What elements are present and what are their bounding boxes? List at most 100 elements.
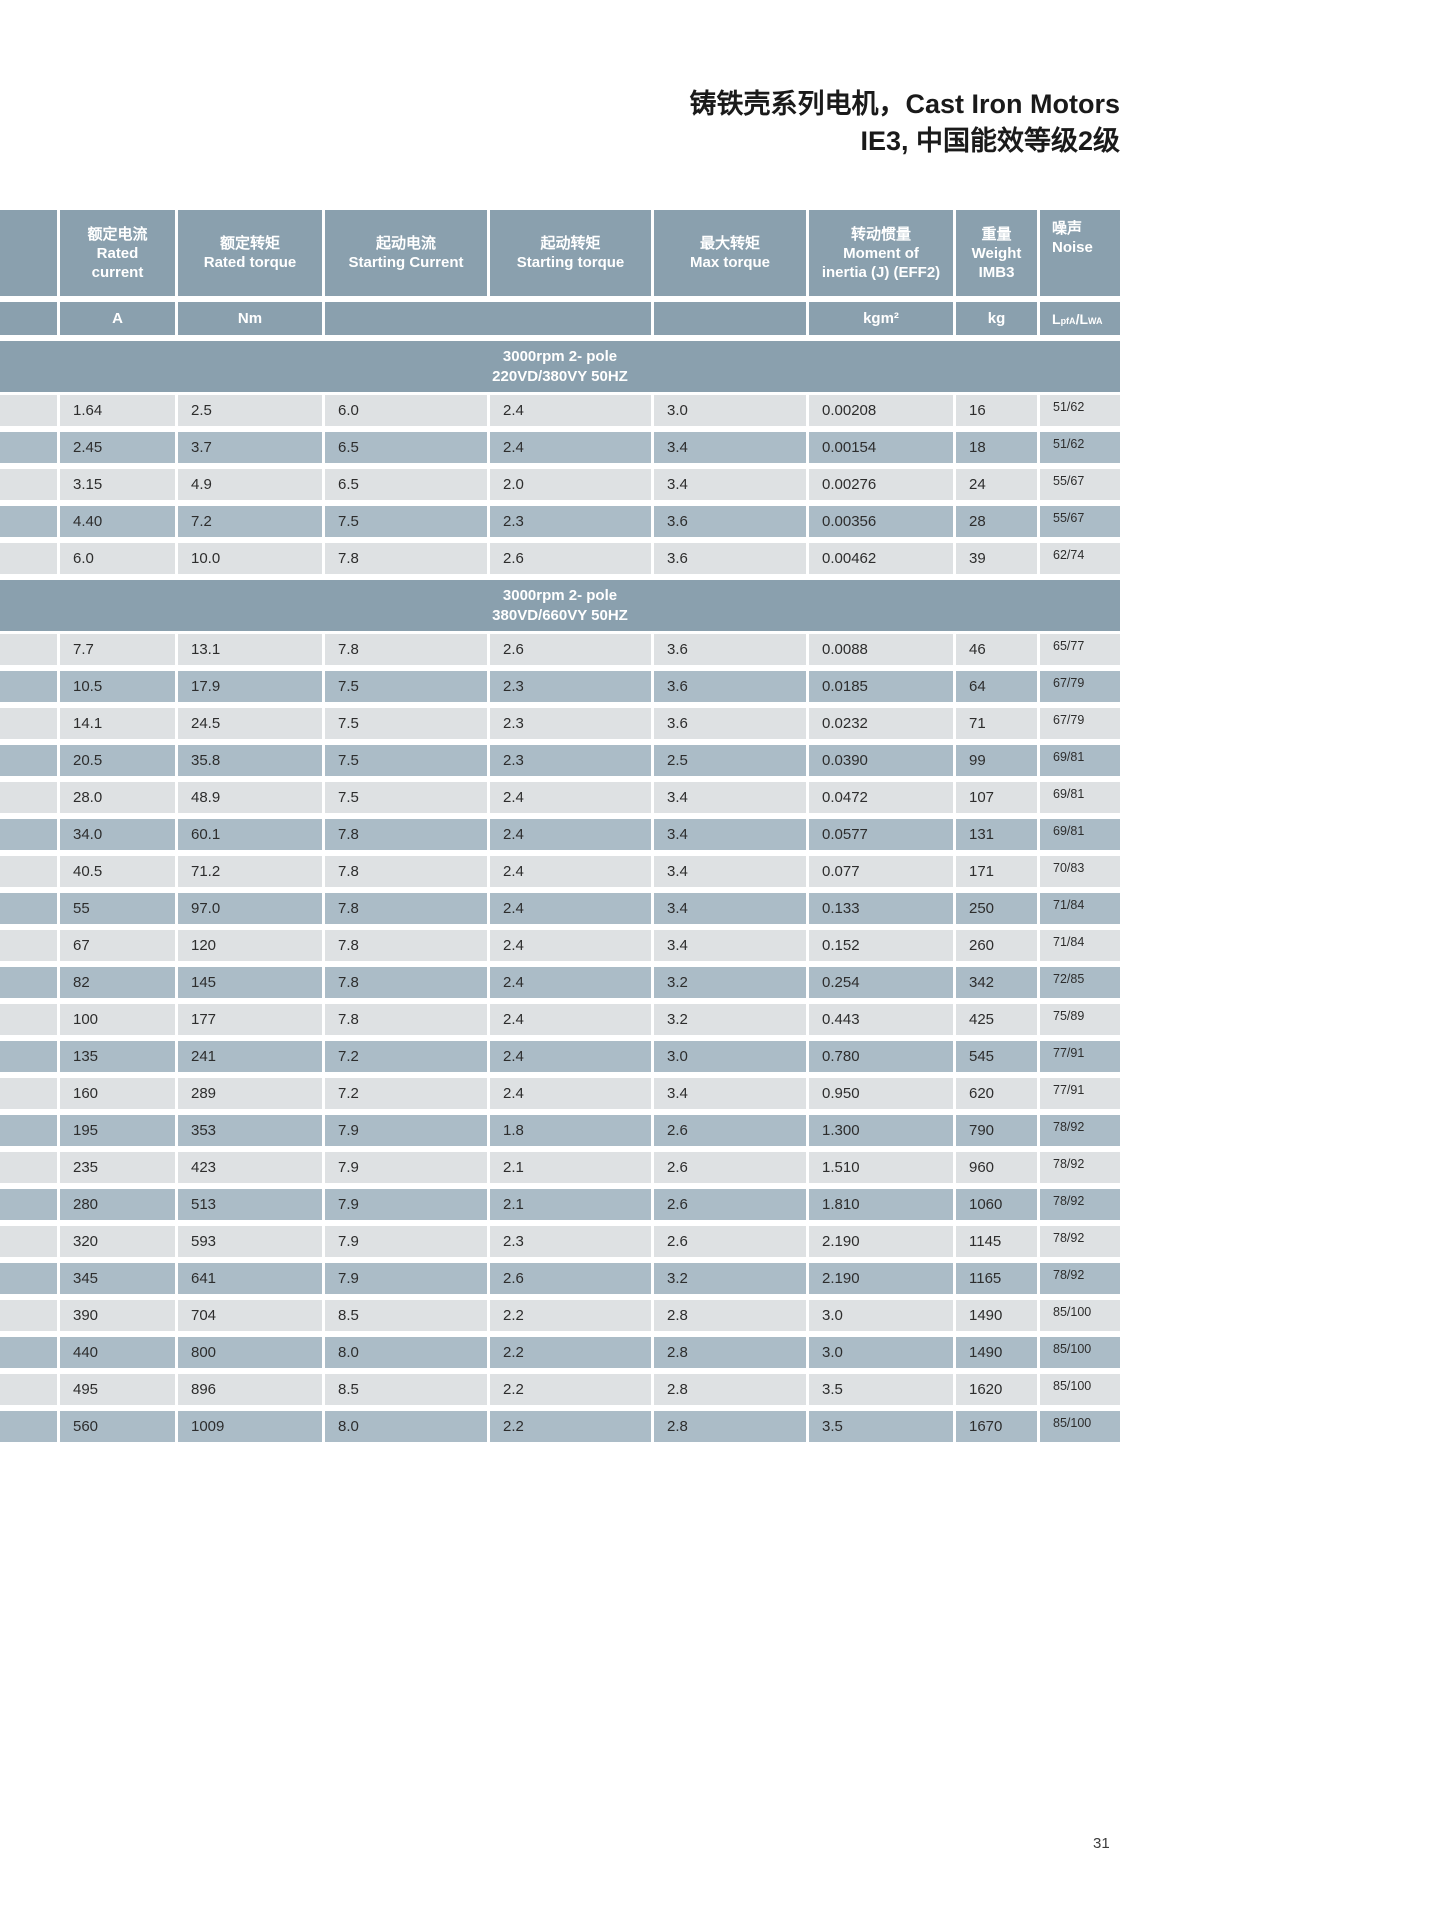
- table-cell: 0.254: [809, 967, 953, 998]
- row-lead-cell: [0, 1004, 57, 1035]
- unit-cell-starting: [325, 302, 651, 335]
- table-cell: 69/81: [1040, 819, 1120, 850]
- table-cell: 390: [60, 1300, 175, 1331]
- table-row: 10.5 17.9 7.5 2.3 3.6 0.0185 64 67/79: [0, 671, 1120, 705]
- row-lead-cell: [0, 819, 57, 850]
- table-row: 135 241 7.2 2.4 3.0 0.780 545 77/91: [0, 1041, 1120, 1075]
- row-lead-cell: [0, 1300, 57, 1331]
- table-cell: 6.0: [60, 543, 175, 574]
- table-cell: 3.2: [654, 967, 806, 998]
- row-lead-cell: [0, 893, 57, 924]
- table-cell: 135: [60, 1041, 175, 1072]
- header-cell-rated-current: 额定电流 Rated current: [60, 210, 175, 296]
- table-cell: 13.1: [178, 634, 322, 665]
- table-cell: 0.0472: [809, 782, 953, 813]
- table-cell: 34.0: [60, 819, 175, 850]
- table-cell: 2.4: [490, 1041, 651, 1072]
- table-cell: 85/100: [1040, 1411, 1120, 1442]
- row-lead-cell: [0, 469, 57, 500]
- table-cell: 7.8: [325, 819, 487, 850]
- row-lead-cell: [0, 395, 57, 426]
- header-cell-starting-current: 起动电流 Starting Current: [325, 210, 487, 296]
- table-cell: 342: [956, 967, 1037, 998]
- table-row: 55 97.0 7.8 2.4 3.4 0.133 250 71/84: [0, 893, 1120, 927]
- row-lead-cell: [0, 708, 57, 739]
- table-cell: 18: [956, 432, 1037, 463]
- noise-unit-base2: /L: [1075, 310, 1089, 327]
- table-cell: 790: [956, 1115, 1037, 1146]
- table-row: 320 593 7.9 2.3 2.6 2.190 1145 78/92: [0, 1226, 1120, 1260]
- table-cell: 3.4: [654, 819, 806, 850]
- table-cell: 0.00154: [809, 432, 953, 463]
- table-cell: 2.3: [490, 506, 651, 537]
- table-cell: 7.7: [60, 634, 175, 665]
- table-cell: 77/91: [1040, 1078, 1120, 1109]
- table-cell: 1.810: [809, 1189, 953, 1220]
- table-cell: 0.133: [809, 893, 953, 924]
- table-cell: 120: [178, 930, 322, 961]
- table-cell: 7.9: [325, 1189, 487, 1220]
- table-cell: 1.8: [490, 1115, 651, 1146]
- table-cell: 425: [956, 1004, 1037, 1035]
- table-cell: 67: [60, 930, 175, 961]
- table-cell: 3.2: [654, 1263, 806, 1294]
- table-cell: 3.4: [654, 432, 806, 463]
- table-cell: 2.4: [490, 819, 651, 850]
- table-cell: 7.9: [325, 1115, 487, 1146]
- table-cell: 2.6: [490, 1263, 651, 1294]
- table-cell: 46: [956, 634, 1037, 665]
- table-cell: 8.0: [325, 1411, 487, 1442]
- table-cell: 1060: [956, 1189, 1037, 1220]
- table-row: 390 704 8.5 2.2 2.8 3.0 1490 85/100: [0, 1300, 1120, 1334]
- table-cell: 75/89: [1040, 1004, 1120, 1035]
- table-cell: 641: [178, 1263, 322, 1294]
- table-cell: 2.3: [490, 671, 651, 702]
- row-lead-cell: [0, 671, 57, 702]
- table-cell: 7.8: [325, 634, 487, 665]
- table-cell: 3.5: [809, 1411, 953, 1442]
- table-cell: 495: [60, 1374, 175, 1405]
- table-row: 67 120 7.8 2.4 3.4 0.152 260 71/84: [0, 930, 1120, 964]
- table-cell: 7.8: [325, 893, 487, 924]
- table-cell: 69/81: [1040, 745, 1120, 776]
- table-cell: 280: [60, 1189, 175, 1220]
- table-cell: 8.5: [325, 1374, 487, 1405]
- page-title-line1: 铸铁壳系列电机，Cast Iron Motors: [689, 89, 1120, 119]
- table-cell: 0.780: [809, 1041, 953, 1072]
- unit-cell-rated-torque: Nm: [178, 302, 322, 335]
- table-cell: 289: [178, 1078, 322, 1109]
- table-cell: 2.8: [654, 1411, 806, 1442]
- table-cell: 2.4: [490, 432, 651, 463]
- table-cell: 2.1: [490, 1152, 651, 1183]
- row-lead-cell: [0, 1411, 57, 1442]
- table-cell: 0.0232: [809, 708, 953, 739]
- table-cell: 107: [956, 782, 1037, 813]
- table-cell: 71.2: [178, 856, 322, 887]
- table-cell: 55: [60, 893, 175, 924]
- table-cell: 0.00276: [809, 469, 953, 500]
- table-cell: 2.2: [490, 1337, 651, 1368]
- row-lead-cell: [0, 1263, 57, 1294]
- row-lead-cell: [0, 1041, 57, 1072]
- table-cell: 2.4: [490, 1078, 651, 1109]
- table-cell: 3.2: [654, 1004, 806, 1035]
- table-cell: 0.152: [809, 930, 953, 961]
- row-lead-cell: [0, 782, 57, 813]
- table-cell: 345: [60, 1263, 175, 1294]
- table-row: 2.45 3.7 6.5 2.4 3.4 0.00154 18 51/62: [0, 432, 1120, 466]
- table-cell: 69/81: [1040, 782, 1120, 813]
- table-cell: 177: [178, 1004, 322, 1035]
- unit-cell-rated-current: A: [60, 302, 175, 335]
- table-row: 495 896 8.5 2.2 2.8 3.5 1620 85/100: [0, 1374, 1120, 1408]
- table-row: 28.0 48.9 7.5 2.4 3.4 0.0472 107 69/81: [0, 782, 1120, 816]
- row-lead-cell: [0, 1152, 57, 1183]
- table-cell: 82: [60, 967, 175, 998]
- noise-unit-sub2: WA: [1088, 316, 1103, 326]
- table-cell: 241: [178, 1041, 322, 1072]
- table-cell: 423: [178, 1152, 322, 1183]
- table-cell: 2.3: [490, 745, 651, 776]
- table-cell: 2.4: [490, 782, 651, 813]
- table-cell: 2.6: [490, 543, 651, 574]
- table-cell: 440: [60, 1337, 175, 1368]
